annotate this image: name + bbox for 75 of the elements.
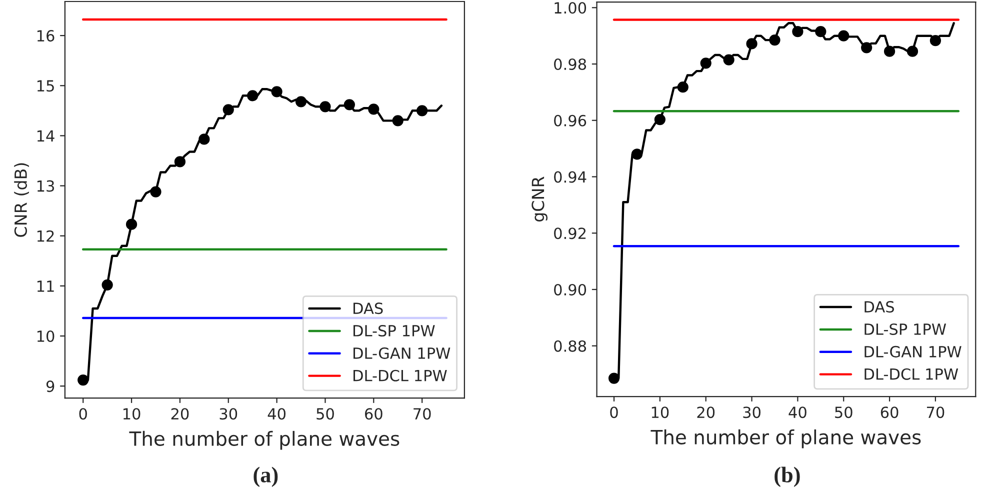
x-tick-label: 50 [835, 406, 852, 418]
point [631, 148, 643, 160]
y-axis-title: CNR (dB) [14, 163, 29, 237]
legend-label: DL-GAN 1PW [354, 347, 450, 359]
point [906, 46, 918, 57]
x-tick-label: 60 [365, 408, 382, 420]
legend-label: DAS [354, 302, 383, 314]
point [815, 26, 826, 38]
x-tick-label: 20 [697, 406, 715, 418]
legend-label: DL-GAN 1PW [864, 346, 962, 358]
point [608, 372, 620, 384]
point [769, 34, 780, 46]
point [746, 38, 758, 50]
point [78, 374, 89, 386]
point [320, 101, 331, 112]
point [198, 134, 210, 145]
y-tick-label: 12 [37, 230, 54, 242]
legend-label: DL-SP 1PW [354, 324, 435, 337]
point [792, 26, 804, 38]
point [930, 35, 942, 46]
point [222, 104, 234, 116]
x-tick-label: 70 [414, 408, 431, 420]
y-axis-title: gCNR [532, 176, 548, 222]
x-tick-label: 60 [880, 406, 898, 418]
y-tick-label: 0.98 [554, 58, 586, 70]
point [247, 90, 258, 102]
text: (a) [254, 466, 278, 487]
legend-label: DL-DCL 1PW [864, 368, 958, 380]
x-tick-label: 30 [220, 408, 238, 420]
legend-label: DL-SP 1PW [864, 323, 946, 336]
point [884, 46, 896, 57]
y-tick-label: 0.90 [554, 284, 586, 296]
point [861, 42, 872, 54]
x-axis-title: The number of plane waves [129, 430, 400, 450]
y-tick-label: 15 [37, 80, 54, 92]
x-tick-label: 0 [610, 406, 618, 418]
point [271, 86, 282, 98]
x-tick-label: 40 [268, 408, 286, 420]
y-tick-label: 1.00 [554, 2, 586, 14]
legend-label: DL-DCL 1PW [354, 370, 447, 382]
point [677, 82, 688, 93]
y-tick-label: 0.92 [554, 228, 586, 240]
y-tick-label: 0.96 [554, 114, 586, 126]
x-tick-label: 70 [926, 406, 944, 418]
y-tick-label: 0.94 [554, 171, 586, 183]
point [416, 105, 428, 116]
point [102, 279, 113, 290]
y-tick-label: 16 [37, 30, 54, 42]
x-tick-label: 30 [743, 406, 760, 418]
point [368, 104, 380, 115]
x-tick-label: 10 [652, 406, 669, 418]
x-axis-title: The number of plane waves [650, 429, 921, 448]
point [174, 156, 186, 168]
y-tick-label: 0.88 [554, 340, 586, 352]
point [700, 58, 712, 69]
point [150, 186, 162, 198]
point [344, 99, 356, 110]
point [392, 115, 404, 126]
y-tick-label: 9 [46, 380, 54, 392]
x-tick-label: 10 [123, 408, 140, 420]
point [654, 114, 666, 126]
point [126, 218, 138, 230]
x-tick-label: 0 [79, 408, 87, 420]
legend-label: DAS [864, 301, 894, 313]
y-tick-label: 11 [37, 280, 54, 292]
y-tick-label: 13 [37, 180, 54, 192]
y-tick-label: 10 [37, 330, 54, 342]
x-tick-label: 40 [788, 406, 806, 418]
x-tick-label: 20 [171, 408, 189, 420]
point [838, 30, 850, 42]
point [723, 54, 734, 66]
x-tick-label: 50 [316, 408, 334, 420]
text: (b) [774, 466, 800, 487]
point [295, 96, 307, 108]
y-tick-label: 14 [37, 130, 54, 142]
